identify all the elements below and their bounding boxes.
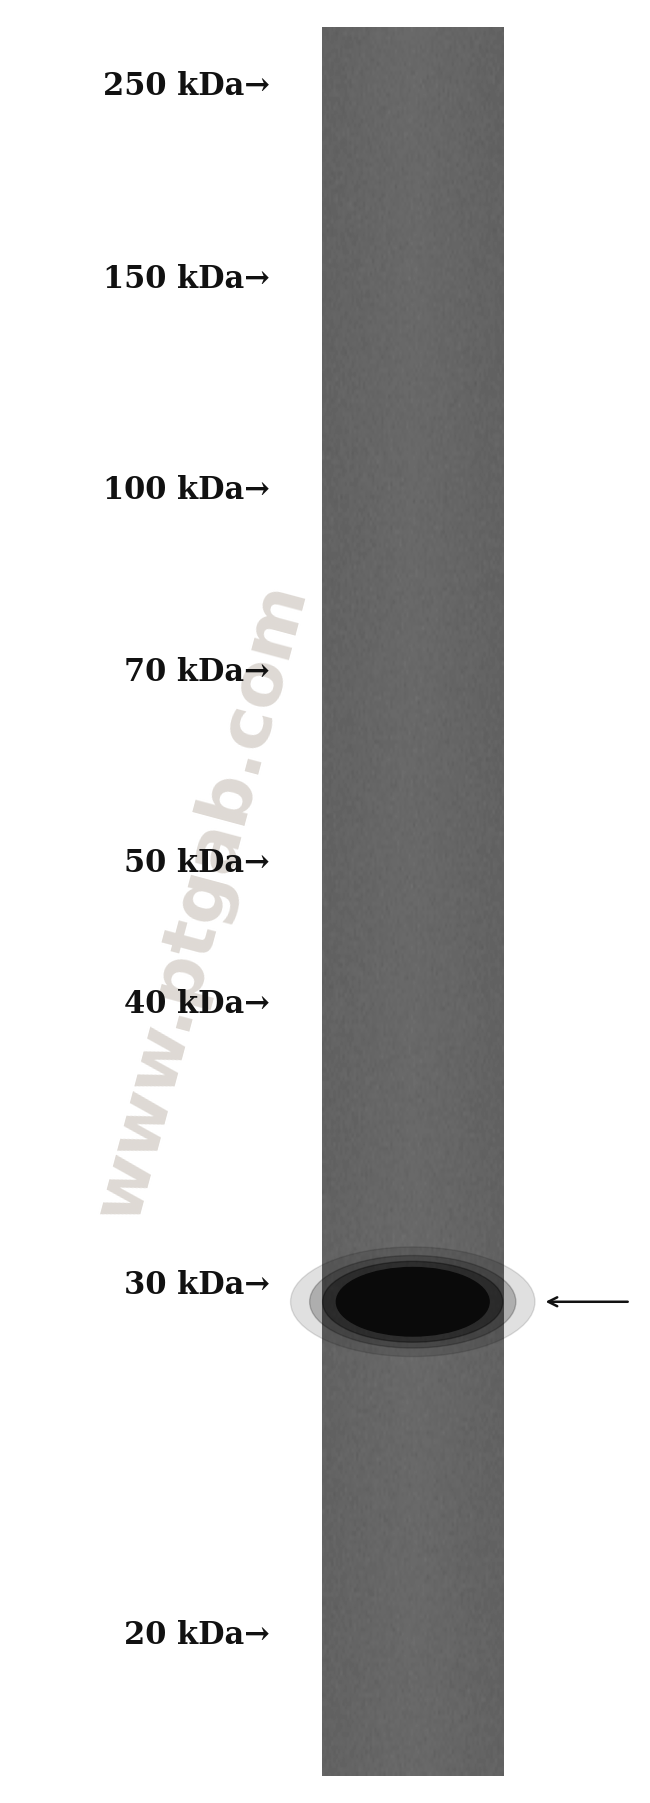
Text: 70 kDa→: 70 kDa→ (124, 656, 270, 689)
Text: 100 kDa→: 100 kDa→ (103, 474, 270, 507)
Text: www.ptgab.com: www.ptgab.com (83, 575, 320, 1228)
Text: 30 kDa→: 30 kDa→ (124, 1269, 270, 1302)
Text: 50 kDa→: 50 kDa→ (124, 847, 270, 880)
Ellipse shape (337, 1268, 489, 1336)
Text: 150 kDa→: 150 kDa→ (103, 263, 270, 296)
Ellipse shape (291, 1248, 535, 1356)
Text: 250 kDa→: 250 kDa→ (103, 70, 270, 103)
Text: 20 kDa→: 20 kDa→ (124, 1619, 270, 1652)
Text: 40 kDa→: 40 kDa→ (124, 988, 270, 1020)
Ellipse shape (322, 1262, 503, 1341)
Ellipse shape (309, 1255, 516, 1349)
